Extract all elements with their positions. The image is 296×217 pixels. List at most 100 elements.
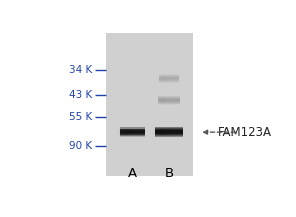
Bar: [169, 129, 172, 135]
Bar: [161, 98, 164, 103]
Bar: [152, 129, 155, 135]
Bar: [120, 133, 145, 134]
Bar: [155, 132, 183, 133]
Bar: [158, 98, 160, 103]
Bar: [155, 134, 183, 135]
Bar: [120, 129, 145, 130]
Bar: [120, 132, 145, 133]
Bar: [171, 98, 173, 103]
Bar: [106, 33, 193, 176]
Bar: [158, 98, 180, 99]
Bar: [115, 129, 117, 135]
Bar: [158, 97, 180, 98]
Bar: [121, 129, 124, 135]
Bar: [172, 129, 175, 135]
Bar: [162, 76, 164, 81]
Bar: [159, 74, 179, 75]
Bar: [159, 77, 179, 78]
Bar: [158, 100, 180, 101]
Bar: [167, 98, 169, 103]
Bar: [158, 100, 180, 101]
Bar: [171, 76, 173, 81]
Bar: [159, 78, 179, 79]
Bar: [165, 129, 167, 135]
Bar: [155, 131, 183, 132]
Bar: [155, 76, 157, 81]
Bar: [155, 136, 183, 137]
Bar: [159, 82, 179, 83]
Text: 90 K: 90 K: [69, 141, 92, 151]
Bar: [158, 103, 180, 104]
Bar: [120, 127, 145, 128]
Bar: [159, 79, 179, 80]
Bar: [155, 129, 183, 130]
Bar: [120, 135, 145, 136]
Bar: [117, 129, 119, 135]
Bar: [160, 129, 163, 135]
Bar: [155, 128, 183, 129]
Text: 43 K: 43 K: [69, 90, 92, 100]
Bar: [164, 76, 166, 81]
Bar: [128, 129, 131, 135]
Bar: [167, 76, 169, 81]
Bar: [155, 133, 183, 134]
Bar: [150, 129, 152, 135]
Bar: [154, 98, 156, 103]
Bar: [120, 129, 145, 130]
Bar: [158, 102, 180, 103]
Bar: [120, 135, 145, 136]
Bar: [159, 77, 179, 78]
Text: FAM123A: FAM123A: [218, 126, 272, 139]
Bar: [155, 133, 183, 134]
Bar: [155, 130, 183, 131]
Bar: [156, 76, 158, 81]
Bar: [120, 133, 145, 134]
Bar: [159, 75, 179, 76]
Bar: [158, 103, 180, 104]
Bar: [120, 134, 145, 135]
Bar: [163, 98, 165, 103]
Bar: [165, 76, 168, 81]
Bar: [159, 76, 179, 77]
Bar: [126, 129, 128, 135]
Bar: [165, 98, 168, 103]
Text: 34 K: 34 K: [69, 65, 92, 75]
Bar: [155, 134, 183, 135]
Bar: [156, 98, 158, 103]
Bar: [155, 130, 183, 131]
Bar: [120, 136, 145, 137]
Bar: [155, 129, 157, 135]
Bar: [160, 98, 162, 103]
Bar: [158, 102, 180, 103]
Bar: [120, 132, 145, 133]
Bar: [120, 128, 145, 129]
Bar: [130, 129, 133, 135]
Bar: [155, 128, 183, 129]
Bar: [124, 129, 126, 135]
Bar: [120, 128, 145, 129]
Bar: [158, 96, 180, 97]
Bar: [155, 135, 183, 136]
Bar: [167, 129, 170, 135]
Bar: [158, 96, 180, 97]
Bar: [120, 134, 145, 135]
Bar: [135, 129, 137, 135]
Bar: [158, 99, 180, 100]
Bar: [120, 131, 145, 132]
Bar: [120, 130, 145, 131]
Bar: [158, 76, 160, 81]
Bar: [133, 129, 135, 135]
Bar: [119, 129, 122, 135]
Bar: [159, 80, 179, 81]
Bar: [155, 132, 183, 133]
Bar: [120, 131, 145, 132]
Bar: [157, 129, 160, 135]
Bar: [158, 97, 180, 98]
Text: A: A: [128, 167, 137, 180]
Bar: [120, 127, 145, 128]
Bar: [120, 130, 145, 131]
Bar: [158, 104, 180, 105]
Bar: [155, 131, 183, 132]
Bar: [159, 78, 179, 79]
Bar: [158, 101, 180, 102]
